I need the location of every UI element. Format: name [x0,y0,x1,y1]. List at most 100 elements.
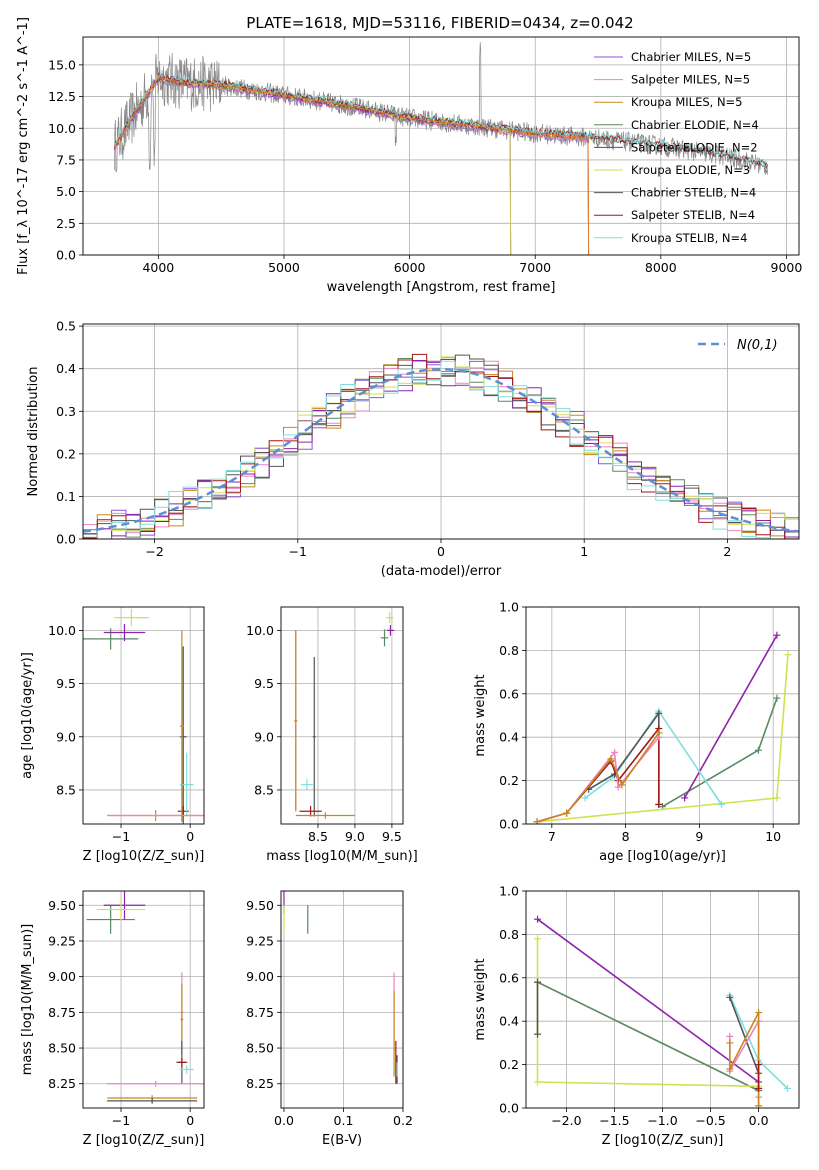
axes-frame [280,890,404,1109]
tick-label-x: −1.5 [599,1113,629,1128]
tick-label-y: 10.0 [48,623,76,638]
x-axis-label: wavelength [Angstrom, rest frame] [327,280,556,295]
tick-label-y: 8.75 [48,1005,76,1020]
weight-series-line [537,918,760,1083]
y-axis-label: mass [log10(M/M_sun)] [20,924,35,1076]
legend-label: Salpeter STELIB, N=4 [631,208,755,222]
panel-weight_vs_Z: −2.0 −1.5 −1.0 −0.5 0.0 0.0 0.2 0.4 0.6 0.8 1.0 Z [… [473,884,800,1148]
y-axis-label: Flux [f_λ 10^-17 erg cm^-2 s^-1 A^-1] [16,17,31,275]
tick-label-x: 10 [765,829,781,844]
tick-label-y: 10.0 [246,623,274,638]
axes-frame [82,606,205,825]
legend-label: Salpeter MILES, N=5 [631,73,750,87]
tick-label-y: 8.5 [254,782,274,797]
tick-label-y: 9.5 [254,676,274,691]
tick-label-y: 9.50 [48,898,76,913]
tick-label-y: 0.5 [56,319,76,334]
tick-label-y: 8.25 [246,1076,274,1091]
tick-label-y: 8.50 [246,1041,274,1056]
legend-label: Salpeter ELODIE, N=2 [631,140,758,154]
tick-label-y: 9.00 [48,969,76,984]
tick-label-x: 9.5 [382,829,402,844]
x-axis-label: E(B-V) [322,1133,362,1148]
panel-mass_vs_ebv: 0.0 0.1 0.2 8.25 8.50 8.75 9.00 9.25 9.50 E(B-V) [246,890,413,1148]
tick-label-y: 9.0 [56,729,76,744]
tick-label-x: 7 [548,829,556,844]
axes-frame [82,36,800,256]
figure-title: PLATE=1618, MJD=53116, FIBERID=0434, z=0… [246,14,633,32]
tick-label-y: 0.8 [499,643,519,658]
tick-label-x: 8000 [645,260,677,275]
tick-label-y: 9.25 [48,933,76,948]
tick-label-x: 0 [186,829,194,844]
axes-frame [82,323,800,540]
model-spectrum-line [113,77,590,255]
legend-label: N(0,1) [737,338,778,353]
weight-series-line [683,634,778,799]
panel-spectrum: 4000 5000 6000 7000 8000 9000 0.0 2.5 5.0 7.5 10.0… [16,17,802,295]
tick-label-x: 2 [723,544,731,559]
tick-label-y: 0.4 [56,361,76,376]
data-mass_vs_Z [86,891,204,1104]
tick-label-x: 0 [186,1113,194,1128]
tick-label-y: 0.2 [499,773,519,788]
normal-curve-line [83,367,799,533]
data-age_vs_Z [83,609,204,824]
tick-label-x: −1.0 [647,1113,677,1128]
axes-frame [525,606,800,825]
spectrum-legend: Chabrier MILES, N=5 Salpeter MILES, N=5 Kr… [594,50,759,245]
tick-label-x: 8 [622,829,630,844]
panel-mass_vs_Z: −1 0 8.25 8.50 8.75 9.00 9.25 9.50 Z [log10(Z/Z_… [20,890,205,1148]
tick-label-y: 1.0 [499,884,519,899]
tick-label-y: 9.0 [254,729,274,744]
x-axis-label: Z [log10(Z/Z_sun)] [83,849,205,864]
data-weight_vs_Z [534,915,791,1108]
tick-label-y: 0.0 [499,817,519,832]
tick-label-y: 2.5 [56,216,76,231]
axes-frame [82,890,205,1109]
tick-label-x: 0.0 [274,1113,294,1128]
data-residuals [83,353,799,539]
residual-legend: N(0,1) [698,338,778,353]
tick-label-y: 12.5 [48,89,76,104]
legend-label: Kroupa STELIB, N=4 [631,231,748,245]
tick-label-y: 1.0 [499,600,519,615]
tick-label-x: −0.5 [695,1113,725,1128]
y-axis-label: age [log10(age/yr)] [20,652,35,779]
tick-label-y: 10.0 [48,121,76,136]
plots-group: 4000 5000 6000 7000 8000 90000.02.55.07.510.0… [16,17,802,1148]
panel-residuals: −2 −1 0 1 2 0.0 0.1 0.2 0.3 0.4 0.5 (data-model)/er… [26,319,800,579]
tick-label-x: −2.0 [551,1113,581,1128]
x-axis-label: (data-model)/error [381,564,502,579]
panel-weight_vs_age: 7 8 9 10 0.0 0.2 0.4 0.6 0.8 1.0 age [log10(age/yr… [473,600,800,864]
data-age_vs_mass [294,612,395,819]
tick-label-x: 9.0 [345,829,365,844]
x-axis-label: Z [log10(Z/Z_sun)] [83,1133,205,1148]
tick-label-y: 9.00 [246,969,274,984]
tick-label-y: 0.2 [499,1057,519,1072]
tick-label-x: −1 [289,544,307,559]
tick-label-x: −2 [145,544,163,559]
tick-label-x: 9000 [771,260,803,275]
tick-label-x: 0.1 [334,1113,354,1128]
tick-label-y: 15.0 [48,57,76,72]
tick-label-x: −1 [112,1113,130,1128]
tick-label-y: 0.4 [499,730,519,745]
tick-label-y: 0.6 [499,970,519,985]
tick-label-x: 4000 [142,260,174,275]
tick-label-y: 8.5 [56,782,76,797]
panel-age_vs_mass: 8.5 9.0 9.5 8.5 9.0 9.5 10.0 mass [log10(M/M_su… [246,606,418,864]
x-axis-label: mass [log10(M/M_sun)] [266,849,418,864]
data-mass_vs_ebv [283,891,398,1084]
legend-label: Chabrier MILES, N=5 [631,50,751,64]
tick-label-y: 9.5 [56,676,76,691]
weight-series-line [729,1012,760,1106]
tick-label-x: 1 [580,544,588,559]
axes-frame [280,606,404,825]
tick-label-y: 9.50 [246,898,274,913]
tick-label-y: 0.2 [56,446,76,461]
tick-label-y: 0.6 [499,686,519,701]
tick-label-y: 0.0 [56,532,76,547]
x-axis-label: Z [log10(Z/Z_sun)] [602,1133,724,1148]
